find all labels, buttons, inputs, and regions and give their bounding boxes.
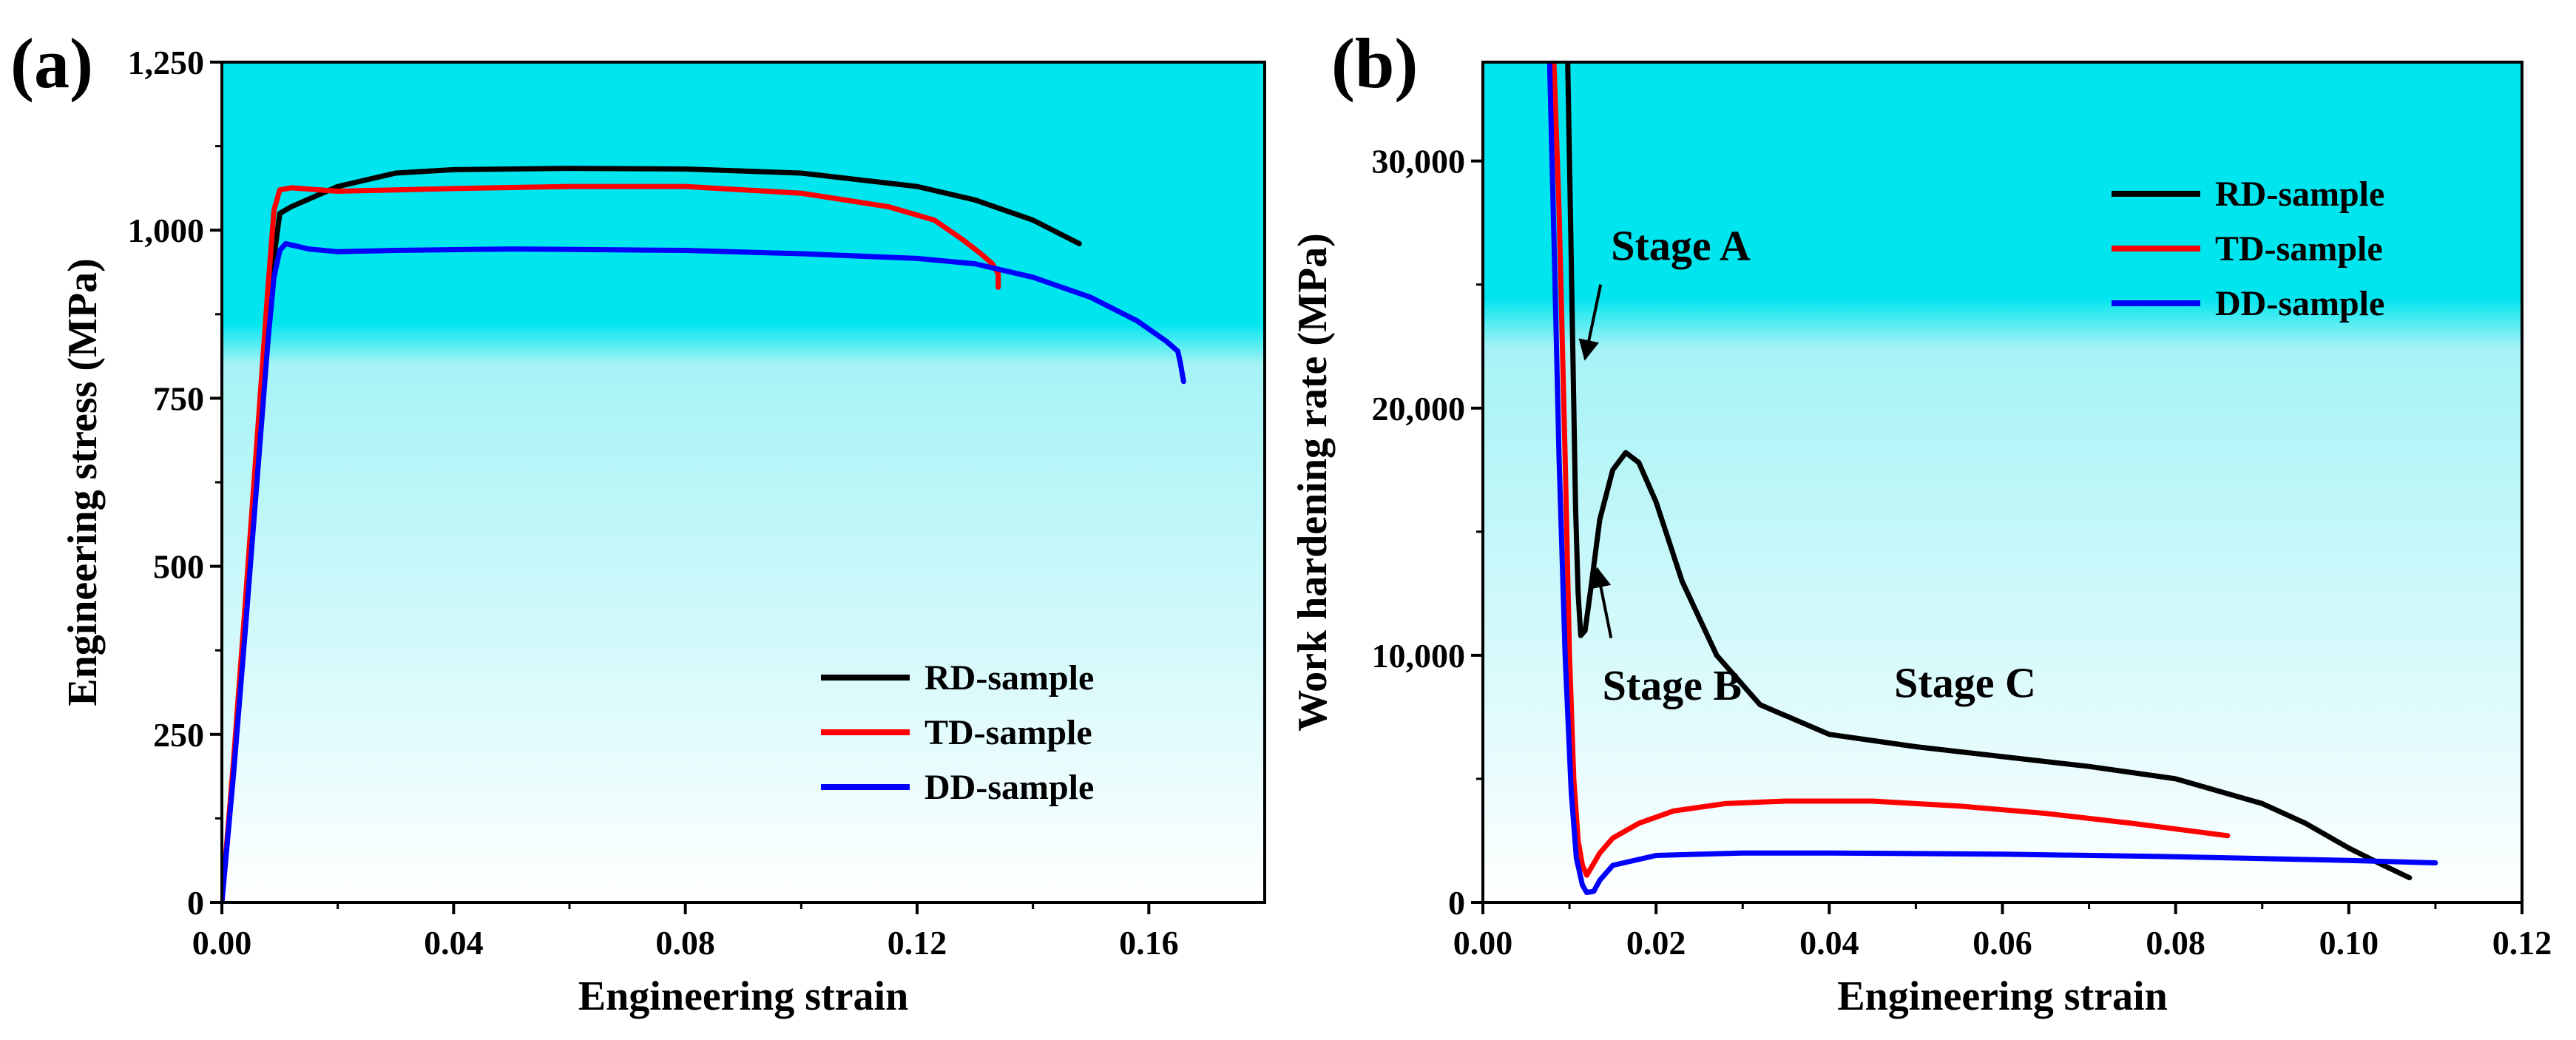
y-tick-label: 500 (153, 548, 204, 586)
legend-entry: TD-sample (2215, 229, 2383, 269)
x-tick-label: 0.02 (1626, 924, 1686, 962)
panel-label: (a) (10, 24, 93, 103)
x-tick-label: 0.08 (655, 924, 715, 962)
legend-entry: RD-sample (924, 658, 1094, 698)
annotation-stage-b: Stage B (1603, 661, 1742, 709)
annotation-stage-a: Stage A (1611, 221, 1751, 269)
series-line-td-sample (1551, 62, 2231, 878)
panel-a: 0.00 0.04 0.08 0.12 0.16 0 250 500 750 1,000 1,250… (10, 24, 1266, 1019)
series-group (1546, 62, 2438, 896)
series-line-rd-sample (1565, 62, 2413, 881)
y-tick-label: 0 (187, 884, 204, 922)
plot-background (1483, 62, 2522, 902)
panel-label: (b) (1331, 24, 1418, 103)
y-axis-label: Work hardening rate (MPa) (1290, 233, 1336, 731)
legend-entry: RD-sample (2215, 175, 2384, 214)
y-tick-label: 250 (153, 716, 204, 754)
x-tick-label: 0.04 (1799, 924, 1859, 962)
y-axis-label: Engineering stress (MPa) (60, 258, 106, 706)
x-tick-label: 0.00 (1453, 924, 1513, 962)
x-axis-label: Engineering strain (1837, 973, 2167, 1019)
y-tick-label: 1,250 (128, 44, 205, 81)
x-tick-label: 0.12 (888, 924, 947, 962)
annotation-arrow (1590, 567, 1613, 638)
y-tick-label: 750 (153, 379, 204, 417)
legend-entry: TD-sample (924, 713, 1092, 752)
plot-background (222, 62, 1265, 902)
series-line-dd-sample (1546, 62, 2438, 896)
x-tick-label: 0.08 (2146, 924, 2205, 962)
y-tick-label: 1,000 (128, 212, 205, 249)
legend-entry: DD-sample (924, 768, 1094, 807)
y-tick-label: 20,000 (1372, 390, 1466, 428)
y-tick-label: 30,000 (1372, 143, 1466, 180)
annotation-arrow (1578, 284, 1603, 361)
x-tick-label: 0.04 (424, 924, 484, 962)
series-line-dd-sample (222, 240, 1186, 902)
series-group (222, 166, 1186, 902)
x-tick-label: 0.10 (2319, 924, 2379, 962)
x-axis-label: Engineering strain (578, 973, 908, 1019)
x-tick-label: 0.00 (192, 924, 252, 962)
annotation-stage-c: Stage C (1894, 659, 2036, 707)
panel-b: 0.00 0.02 0.04 0.06 0.08 0.10 0.12 0 10,000 20,00… (1290, 24, 2552, 1019)
series-line-td-sample (222, 183, 1001, 902)
y-tick-label: 10,000 (1372, 637, 1466, 675)
legend-entry: DD-sample (2215, 284, 2384, 323)
x-tick-label: 0.16 (1119, 924, 1179, 962)
y-tick-label: 0 (1448, 884, 1465, 922)
x-tick-label: 0.06 (1972, 924, 2032, 962)
x-tick-label: 0.12 (2492, 924, 2552, 962)
